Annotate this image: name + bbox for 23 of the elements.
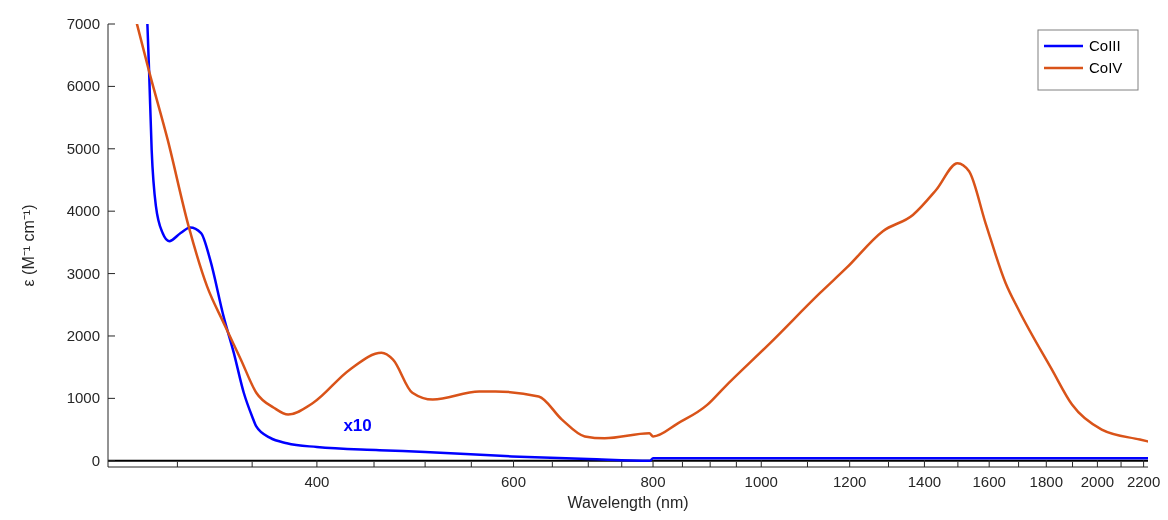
y-tick-label: 5000 [66,139,100,157]
x-tick-label: 2200 [1126,473,1161,490]
y-tick-label: 2000 [66,326,100,344]
x-tick-label: 1400 [907,473,942,490]
x-tick-label: 800 [640,473,666,490]
annotation: x10 [343,416,372,435]
y-tick-label: 1000 [66,389,100,407]
y-tick-label: 6000 [66,77,100,95]
y-tick-label: 4000 [66,202,100,220]
y-axis-title: ε (M⁻¹ cm⁻¹) [20,204,37,287]
legend-label: CoIV [1089,59,1123,76]
x-tick-label: 1800 [1029,473,1063,490]
y-tick-label: 3000 [66,264,100,282]
legend-label: CoIII [1089,37,1121,54]
x-axis-title: Wavelength (nm) [567,494,689,511]
y-tick-label: 7000 [66,15,100,32]
x-tick-label: 1000 [744,473,778,490]
x-tick-label: 600 [501,473,527,490]
x-tick-label: 1200 [832,473,867,490]
x-tick-label: 2000 [1080,473,1115,490]
y-tick-label: 0 [91,451,100,469]
x-tick-label: 1600 [972,473,1006,490]
x-tick-label: 400 [304,473,330,490]
